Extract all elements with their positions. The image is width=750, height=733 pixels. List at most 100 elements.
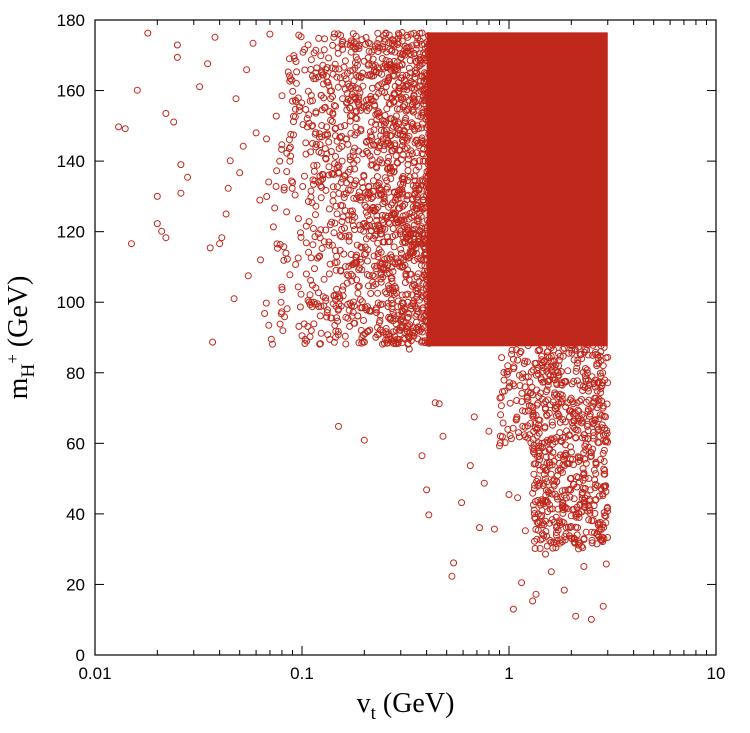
data-point bbox=[520, 360, 528, 367]
data-point bbox=[574, 343, 582, 351]
data-point bbox=[409, 105, 417, 113]
data-point bbox=[232, 95, 240, 103]
data-point bbox=[541, 424, 549, 432]
data-point bbox=[592, 481, 600, 488]
data-point bbox=[380, 146, 388, 154]
y-tick-label: 100 bbox=[57, 293, 85, 312]
data-point bbox=[396, 262, 404, 270]
data-point bbox=[409, 182, 417, 189]
data-point bbox=[359, 104, 367, 112]
data-point bbox=[400, 85, 408, 93]
data-point bbox=[382, 212, 389, 220]
data-point bbox=[390, 243, 398, 251]
data-point bbox=[315, 253, 323, 261]
data-point bbox=[374, 29, 382, 37]
data-point bbox=[561, 486, 569, 494]
y-tick-label: 20 bbox=[66, 575, 85, 594]
data-point bbox=[578, 396, 585, 403]
data-point bbox=[535, 421, 542, 429]
data-point bbox=[331, 259, 339, 267]
data-point bbox=[282, 249, 290, 257]
data-point bbox=[354, 99, 362, 107]
data-point bbox=[364, 54, 372, 62]
data-point bbox=[307, 66, 315, 73]
data-point bbox=[531, 545, 539, 552]
data-point bbox=[224, 184, 232, 192]
data-point bbox=[278, 141, 286, 149]
data-point bbox=[600, 343, 608, 351]
data-point bbox=[292, 58, 300, 65]
data-point bbox=[418, 176, 426, 184]
data-point bbox=[346, 67, 354, 75]
data-point bbox=[366, 152, 374, 160]
data-point bbox=[304, 41, 312, 49]
data-point bbox=[386, 46, 394, 53]
data-point bbox=[331, 219, 339, 227]
data-point bbox=[309, 281, 316, 289]
data-point bbox=[423, 241, 431, 249]
data-point bbox=[289, 87, 297, 95]
data-point bbox=[338, 218, 346, 225]
data-point bbox=[554, 466, 562, 474]
data-point bbox=[381, 198, 389, 205]
data-point bbox=[333, 252, 341, 260]
data-point bbox=[420, 89, 428, 97]
data-point bbox=[414, 125, 422, 133]
data-point bbox=[327, 116, 335, 124]
data-point bbox=[538, 521, 546, 529]
data-point bbox=[316, 130, 324, 138]
data-point bbox=[425, 101, 433, 109]
x-axis-label: vt (GeV) bbox=[357, 688, 455, 724]
y-tick-label: 80 bbox=[66, 364, 85, 383]
data-point bbox=[362, 189, 369, 197]
data-point bbox=[373, 164, 381, 172]
data-point bbox=[279, 327, 287, 335]
data-point bbox=[337, 267, 345, 275]
data-point bbox=[424, 47, 432, 55]
data-point bbox=[379, 200, 387, 208]
data-point bbox=[311, 300, 319, 308]
data-point bbox=[587, 452, 595, 460]
data-point bbox=[601, 484, 609, 492]
data-point bbox=[567, 534, 575, 542]
data-point bbox=[418, 134, 426, 142]
data-point bbox=[302, 222, 310, 230]
data-point bbox=[307, 56, 315, 64]
data-point bbox=[603, 400, 611, 408]
data-point bbox=[405, 345, 413, 353]
data-point bbox=[418, 72, 426, 80]
data-point bbox=[333, 314, 341, 322]
data-point bbox=[421, 229, 428, 237]
data-point bbox=[514, 494, 522, 502]
data-point bbox=[572, 434, 579, 441]
data-point bbox=[294, 94, 302, 102]
y-tick-label: 0 bbox=[76, 646, 85, 665]
data-point bbox=[327, 95, 335, 103]
data-point bbox=[600, 509, 608, 517]
data-point bbox=[352, 254, 360, 262]
data-point bbox=[249, 39, 257, 47]
data-point bbox=[365, 282, 372, 290]
data-point bbox=[334, 161, 342, 169]
data-point bbox=[303, 123, 311, 131]
data-point bbox=[576, 454, 584, 462]
data-point bbox=[277, 298, 285, 306]
data-point bbox=[269, 223, 277, 231]
data-point bbox=[421, 56, 429, 64]
data-point bbox=[601, 424, 609, 432]
data-point bbox=[415, 277, 423, 285]
data-point bbox=[521, 407, 529, 415]
data-point bbox=[350, 93, 358, 101]
data-point bbox=[334, 30, 342, 38]
data-point bbox=[562, 449, 570, 457]
data-point bbox=[389, 317, 397, 325]
data-point bbox=[419, 109, 427, 117]
data-point bbox=[553, 403, 561, 411]
data-point bbox=[405, 43, 413, 51]
data-point bbox=[516, 349, 524, 357]
data-point bbox=[601, 470, 609, 478]
data-point bbox=[532, 590, 540, 598]
data-point bbox=[329, 191, 337, 199]
data-point bbox=[413, 137, 421, 145]
